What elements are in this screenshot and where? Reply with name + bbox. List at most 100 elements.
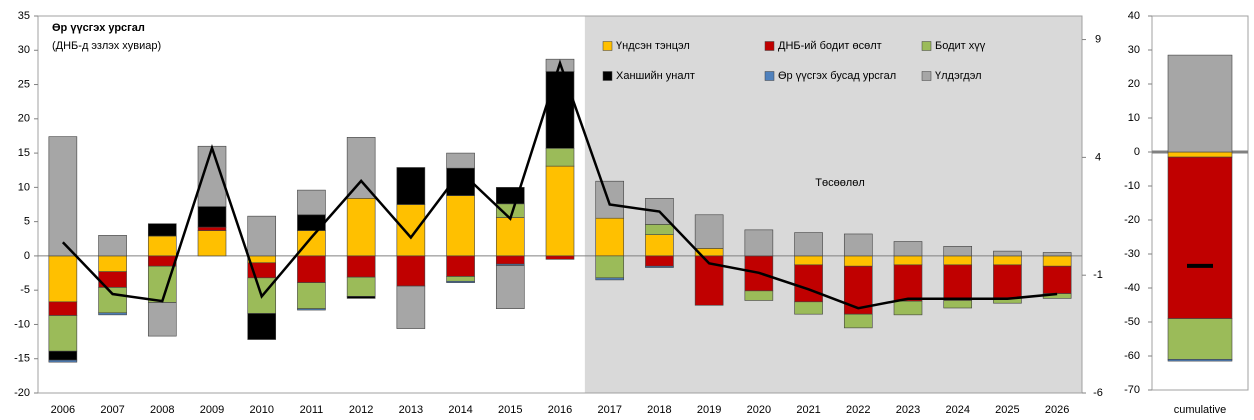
bar-segment — [545, 165, 575, 257]
bar-segment — [545, 71, 575, 149]
bar-segment — [197, 226, 227, 231]
y2-tick-label: -1 — [1093, 269, 1103, 281]
y-tick-label: -20 — [1124, 214, 1140, 226]
bar-segment — [1167, 156, 1233, 319]
y-tick-label: -30 — [1124, 248, 1140, 260]
bar-segment — [147, 223, 177, 237]
x-tick-label: 2015 — [498, 404, 522, 416]
bar-segment — [48, 255, 78, 303]
bar-segment — [595, 217, 625, 257]
bar-segment — [545, 255, 575, 260]
y-tick-label: -20 — [14, 387, 30, 399]
plot-frame — [37, 15, 1083, 394]
x-tick-label: 2006 — [51, 404, 75, 416]
x-tick-label: 2025 — [995, 404, 1019, 416]
y-tick-label: 0 — [1134, 146, 1140, 158]
bar-segment — [247, 313, 277, 340]
bar-segment — [98, 312, 127, 316]
y-tick-label: 5 — [24, 216, 30, 228]
bar-segment — [1167, 151, 1233, 158]
x-tick-label: 2011 — [300, 404, 324, 416]
x-tick-label: 2014 — [448, 404, 472, 416]
bar-segment — [794, 232, 823, 257]
bar-segment — [495, 217, 525, 257]
bar-segment — [1167, 318, 1233, 360]
bar-segment — [346, 137, 376, 199]
bar-segment — [396, 204, 426, 257]
legend-swatch — [921, 71, 932, 81]
bar-segment — [446, 276, 475, 282]
x-tick-label: 2024 — [945, 404, 969, 416]
bar-segment — [48, 359, 78, 363]
y-tick-label: 15 — [18, 147, 30, 159]
bar-segment — [396, 285, 426, 329]
bar-segment — [794, 255, 823, 266]
bar-segment — [446, 152, 475, 169]
bar-segment — [297, 189, 326, 216]
y2-tick-label: -6 — [1093, 387, 1103, 399]
legend-label: Бодит хүү — [935, 40, 986, 52]
bar-segment — [446, 255, 475, 277]
y-tick-label: -15 — [14, 353, 30, 365]
bar-segment — [843, 255, 873, 267]
bar-segment — [98, 255, 127, 272]
bar-segment — [346, 276, 376, 297]
bar-segment — [247, 215, 277, 257]
bar-segment — [744, 290, 774, 301]
legend-label: Ханшийн уналт — [616, 70, 695, 82]
bar-segment — [993, 255, 1022, 266]
bar-segment — [396, 167, 426, 205]
bar-segment — [147, 302, 177, 337]
bar-segment — [197, 230, 227, 257]
bar-segment — [943, 264, 973, 301]
bar-segment — [396, 255, 426, 287]
bar-segment — [893, 264, 923, 302]
x-tick-label: 2013 — [399, 404, 423, 416]
bar-segment — [297, 255, 326, 283]
bar-segment — [943, 255, 973, 266]
x-tick-label: 2017 — [597, 404, 621, 416]
x-tick-label: 2018 — [647, 404, 671, 416]
y-tick-label: 30 — [18, 44, 30, 56]
bar-segment — [1167, 359, 1233, 362]
bar-segment — [993, 264, 1022, 299]
y-tick-label: -10 — [14, 318, 30, 330]
legend-swatch — [602, 71, 613, 81]
bar-segment — [297, 230, 326, 257]
y2-tick-label: 4 — [1095, 151, 1101, 163]
legend-label: Үлдэгдэл — [935, 70, 982, 82]
bar-segment — [1042, 265, 1072, 294]
bar-segment — [495, 255, 525, 265]
y-tick-label: -60 — [1124, 350, 1140, 362]
y-tick-label: -5 — [20, 284, 30, 296]
bar-segment — [893, 241, 923, 257]
bar-segment — [595, 277, 625, 281]
legend-swatch — [602, 41, 613, 51]
x-tick-label: 2010 — [249, 404, 273, 416]
bar-segment — [645, 265, 674, 268]
x-tick-label: 2007 — [100, 404, 124, 416]
bar-segment — [843, 265, 873, 315]
bar-segment — [1042, 255, 1072, 267]
legend-label: ДНБ-ий бодит өсөлт — [778, 40, 882, 52]
y-tick-label: 20 — [1128, 78, 1140, 90]
bar-segment — [446, 195, 475, 257]
x-tick-label: 2012 — [349, 404, 373, 416]
bar-segment — [595, 255, 625, 279]
bar-segment — [943, 300, 973, 309]
x-tick-label: 2021 — [796, 404, 820, 416]
bar-segment — [197, 206, 227, 228]
bar-segment — [346, 198, 376, 257]
y-tick-label: 10 — [1128, 112, 1140, 124]
x-tick-label: 2009 — [200, 404, 224, 416]
bar-segment — [545, 147, 575, 167]
bar-segment — [346, 255, 376, 278]
y-tick-label: -10 — [1124, 180, 1140, 192]
chart-title: Өр үүсгэх урсгал — [52, 22, 145, 34]
bar-segment — [48, 350, 78, 361]
x-tick-label: 2019 — [697, 404, 721, 416]
bar-segment — [247, 255, 277, 264]
bar-segment — [147, 255, 177, 267]
bar-segment — [645, 255, 674, 267]
